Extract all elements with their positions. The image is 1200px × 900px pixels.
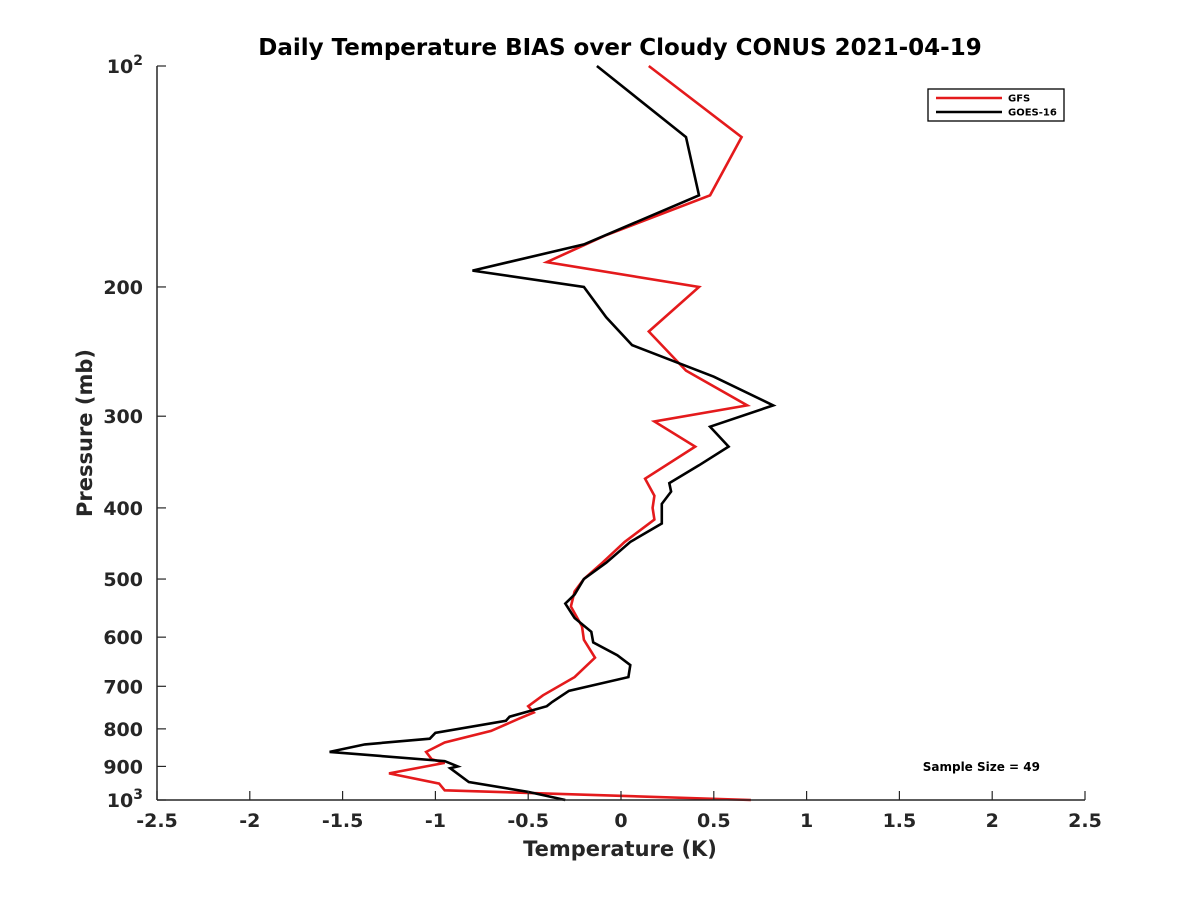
plot-area — [329, 64, 777, 802]
legend-box — [927, 88, 1065, 122]
legend-label: GOES-16 — [1008, 108, 1057, 119]
sample-size-annotation: Sample Size = 49 — [923, 760, 1040, 774]
series-line-goes-16 — [329, 64, 777, 802]
y-tick-label: 800 — [103, 719, 143, 741]
x-tick-label: 2.5 — [1068, 810, 1102, 832]
y-tick-label: 300 — [103, 406, 143, 428]
legend-label: GFS — [1008, 94, 1030, 105]
y-tick-label: 600 — [103, 627, 143, 649]
x-tick-label: -2.5 — [136, 810, 178, 832]
x-tick-label: -2 — [239, 810, 260, 832]
x-tick-label: 2 — [986, 810, 999, 832]
axes: -2.5 -2 -1.5 -1 -0.5 0 0.5 1 1.5 2 2.5 102 200 300 400… — [103, 53, 1102, 832]
y-tick-label: 103 — [107, 787, 143, 812]
chart-title: Daily Temperature BIAS over Cloudy CONUS… — [258, 35, 981, 61]
x-tick-label: 0 — [614, 810, 627, 832]
y-tick-label: 700 — [103, 676, 143, 698]
y-tick-label: 200 — [103, 277, 143, 299]
y-tick-label: 900 — [103, 756, 143, 778]
x-tick-label: 1 — [800, 810, 813, 832]
x-tick-label: -0.5 — [507, 810, 549, 832]
x-axis-label: Temperature (K) — [523, 837, 717, 861]
y-tick-label: 500 — [103, 569, 143, 591]
y-tick-label: 102 — [107, 53, 143, 78]
series-line-gfs — [388, 64, 751, 802]
x-tick-label: 1.5 — [883, 810, 917, 832]
x-tick-label: -1 — [425, 810, 446, 832]
x-tick-label: 0.5 — [697, 810, 731, 832]
x-tick-label: -1.5 — [322, 810, 364, 832]
y-tick-label: 400 — [103, 498, 143, 520]
legend: GFS GOES-16 — [927, 88, 1065, 122]
y-axis-label: Pressure (mb) — [73, 349, 97, 517]
